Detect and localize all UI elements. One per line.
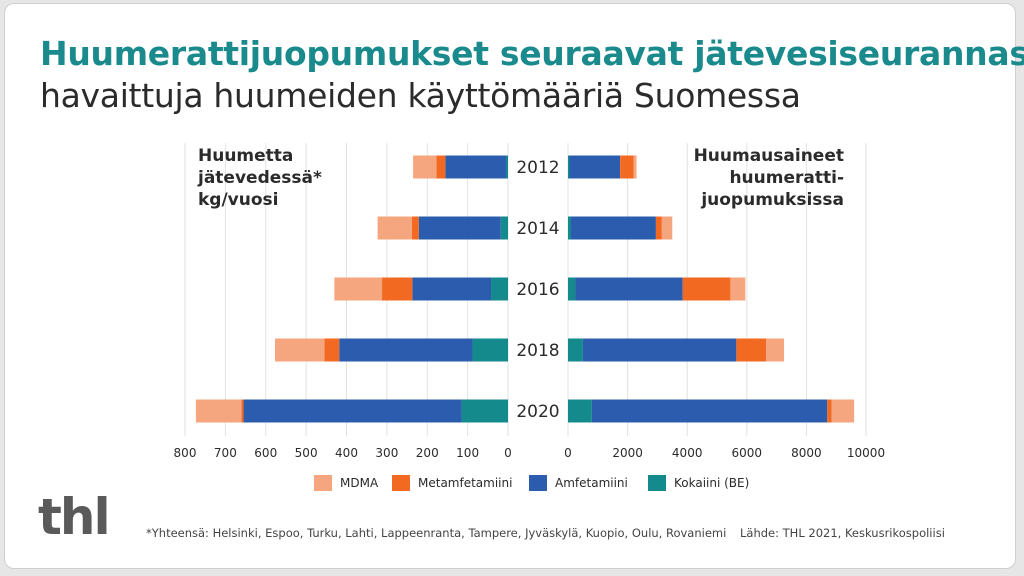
bar-segment <box>275 338 325 362</box>
bar-segment <box>339 338 473 362</box>
right-chart-label: Huumausaineet huumeratti- juopumuksissa <box>694 145 844 211</box>
left-label-line: jätevedessä* <box>198 168 322 188</box>
legend-item-metamfetamiini: Metamfetamiini <box>392 472 512 494</box>
x-tick-label: 0 <box>504 446 512 460</box>
legend-swatch <box>314 475 332 491</box>
right-label-line: Huumausaineet <box>693 146 844 166</box>
legend-swatch <box>648 475 666 491</box>
source: Lähde: THL 2021, Keskusrikospoliisi <box>740 526 945 540</box>
bar-segment <box>491 277 508 301</box>
bar-segment <box>413 155 437 179</box>
right-label-line: juopumuksissa <box>701 190 844 210</box>
bar-segment <box>766 338 785 362</box>
bar-segment <box>334 277 383 301</box>
x-tick-label: 400 <box>335 446 358 460</box>
bar-segment <box>472 338 508 362</box>
bar-segment <box>568 216 571 240</box>
bar-segment <box>500 216 508 240</box>
x-tick-label: 200 <box>416 446 439 460</box>
bar-segment <box>570 216 656 240</box>
thl-logo: thl <box>38 488 111 546</box>
left-label-line: Huumetta <box>198 146 294 166</box>
legend-item-amfetamiini: Amfetamiini <box>529 472 628 494</box>
bar-segment <box>569 155 621 179</box>
x-tick-label: 500 <box>295 446 318 460</box>
year-label: 2012 <box>516 158 559 178</box>
bar-segment <box>324 338 340 362</box>
footnote: *Yhteensä: Helsinki, Espoo, Turku, Lahti… <box>146 526 727 540</box>
x-tick-label: 10000 <box>847 446 885 460</box>
legend-label: Kokaiini (BE) <box>674 476 750 490</box>
legend-label: MDMA <box>340 476 379 490</box>
bar-segment <box>568 155 570 179</box>
year-label: 2016 <box>516 280 559 300</box>
subtitle: havaittuja huumeiden käyttömääriä Suomes… <box>40 76 801 115</box>
year-label: 2018 <box>516 341 559 361</box>
title: Huumerattijuopumukset seuraavat jätevesi… <box>40 34 1024 73</box>
bar-segment <box>505 155 508 179</box>
bar-segment <box>568 338 583 362</box>
bar-segment <box>195 399 242 423</box>
bar-segment <box>633 155 637 179</box>
year-label: 2014 <box>516 219 559 239</box>
left-label-line: kg/vuosi <box>198 190 279 210</box>
bar-segment <box>418 216 501 240</box>
bar-segment <box>591 399 828 423</box>
bar-segment <box>661 216 673 240</box>
x-tick-label: 600 <box>254 446 277 460</box>
bar-segment <box>655 216 662 240</box>
right-label-line: huumeratti- <box>729 168 844 188</box>
x-tick-label: 0 <box>564 446 572 460</box>
legend: MDMA Metamfetamiini Amfetamiini Kokaiini… <box>0 472 1024 494</box>
x-tick-label: 800 <box>174 446 197 460</box>
left-chart-label: Huumetta jätevedessä* kg/vuosi <box>198 145 322 211</box>
x-tick-label: 700 <box>214 446 237 460</box>
x-tick-label: 100 <box>456 446 479 460</box>
legend-label: Metamfetamiini <box>418 476 513 490</box>
bar-segment <box>736 338 767 362</box>
bar-segment <box>382 277 413 301</box>
x-tick-label: 4000 <box>672 446 703 460</box>
legend-item-mdma: MDMA <box>314 472 378 494</box>
bar-segment <box>682 277 731 301</box>
bar-segment <box>377 216 412 240</box>
bar-segment <box>575 277 683 301</box>
bar-segment <box>445 155 506 179</box>
legend-swatch <box>529 475 547 491</box>
bar-segment <box>568 277 576 301</box>
bar-segment <box>412 277 492 301</box>
bar-segment <box>436 155 446 179</box>
legend-item-kokaiini: Kokaiini (BE) <box>648 472 749 494</box>
bar-segment <box>730 277 746 301</box>
bar-segment <box>461 399 508 423</box>
bar-segment <box>243 399 462 423</box>
x-tick-label: 300 <box>375 446 398 460</box>
x-tick-label: 6000 <box>732 446 763 460</box>
bar-segment <box>568 399 592 423</box>
infographic-card <box>4 3 1016 569</box>
bar-segment <box>620 155 634 179</box>
bar-segment <box>831 399 855 423</box>
bar-segment <box>827 399 832 423</box>
legend-label: Amfetamiini <box>555 476 628 490</box>
bar-segment <box>241 399 244 423</box>
x-tick-label: 2000 <box>612 446 643 460</box>
year-label: 2020 <box>516 402 559 422</box>
legend-swatch <box>392 475 410 491</box>
bar-segment <box>582 338 737 362</box>
x-tick-label: 8000 <box>791 446 822 460</box>
bar-segment <box>411 216 419 240</box>
